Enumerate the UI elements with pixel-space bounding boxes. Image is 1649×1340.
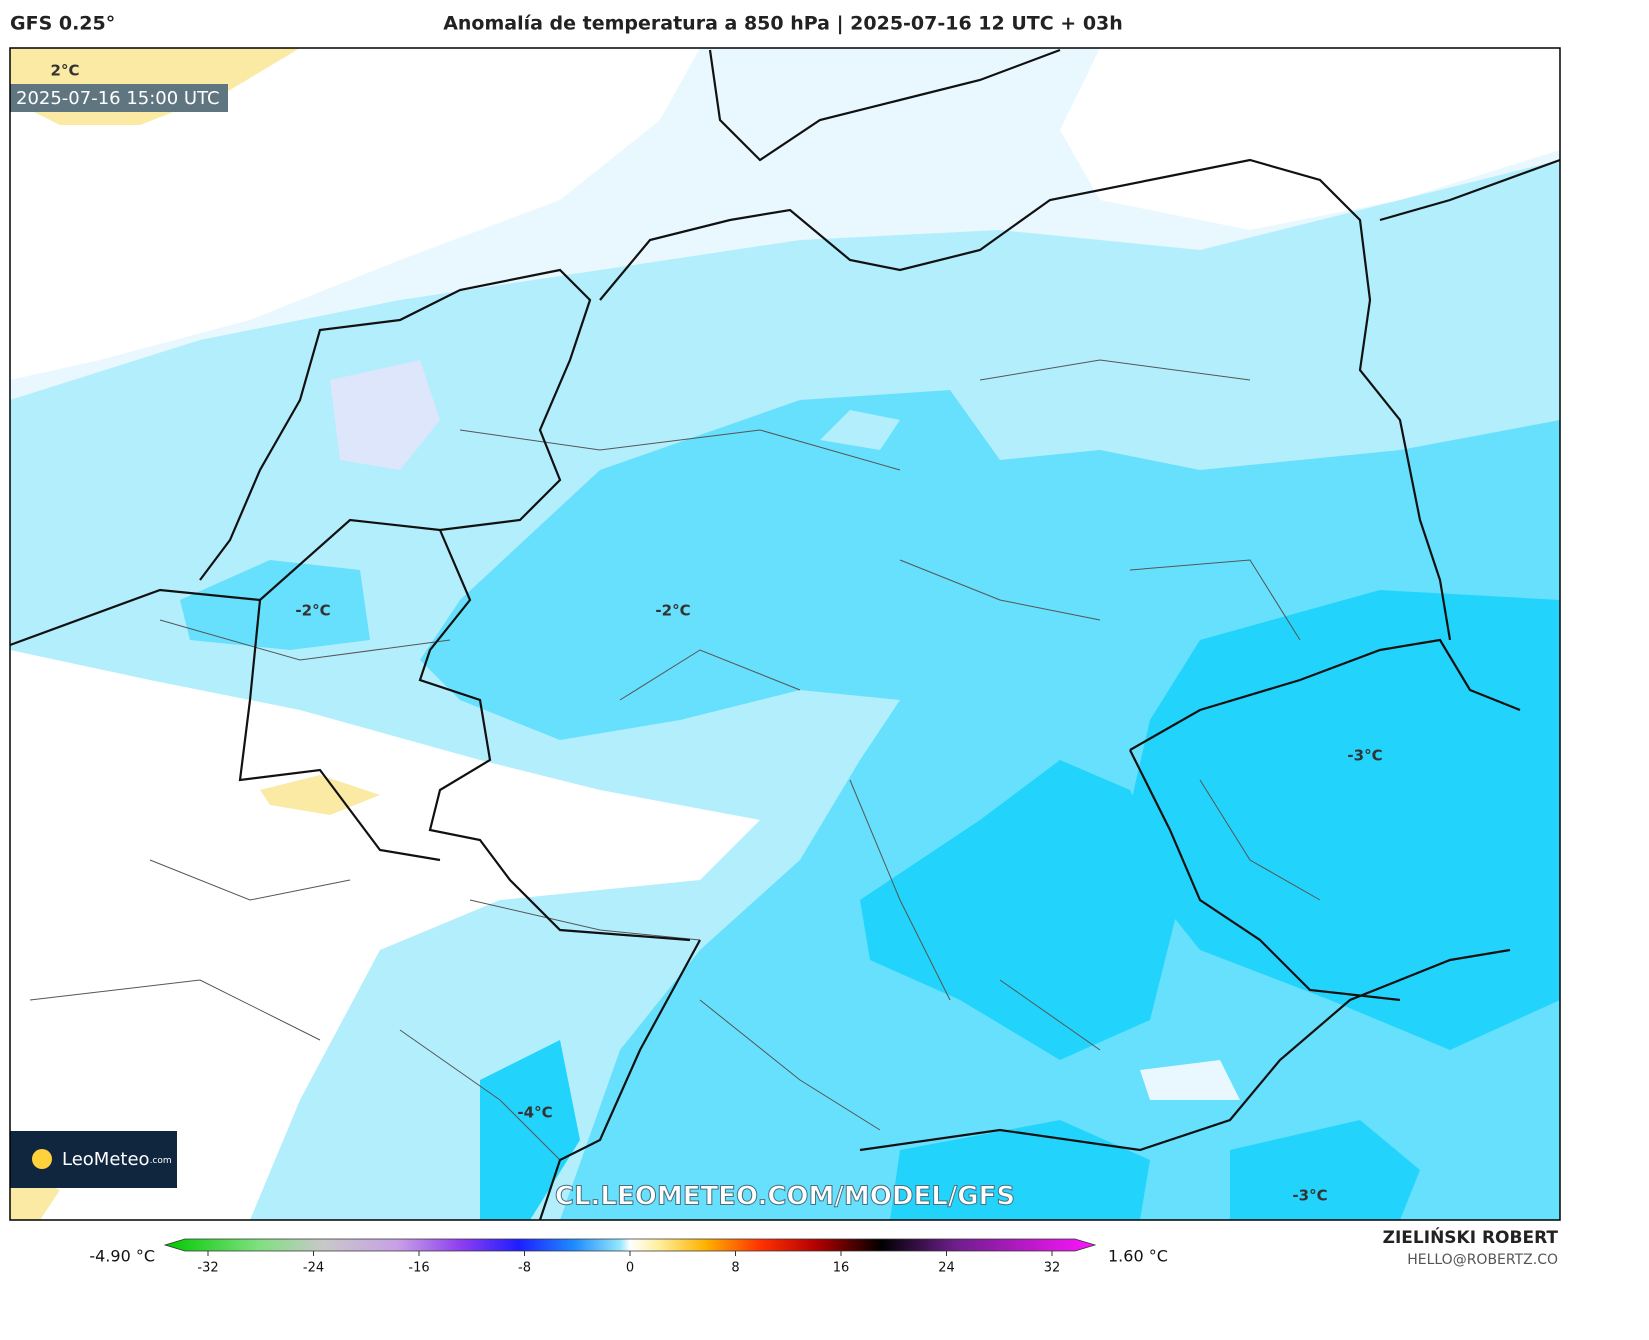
watermark: CL.LEOMETEO.COM/MODEL/GFS xyxy=(555,1182,1015,1212)
field-zone xyxy=(1060,48,1560,230)
colorbar-tick-label: -8 xyxy=(518,1261,531,1276)
field-zone xyxy=(10,48,700,380)
coastline xyxy=(10,268,592,647)
field-zone xyxy=(860,760,1180,1060)
logo-text: LeoMeteo.com xyxy=(62,1149,172,1170)
colorbar-min: -4.90 °C xyxy=(89,1247,155,1266)
model-name: GFS 0.25° xyxy=(10,13,115,35)
colorbar-tick-label: 16 xyxy=(833,1261,850,1276)
country-border xyxy=(538,638,1521,1220)
colorbar-tick-label: -16 xyxy=(408,1261,429,1276)
colorbar-tick-label: 0 xyxy=(626,1261,634,1276)
contour-label: -3°C xyxy=(1292,1187,1327,1205)
field-zone xyxy=(260,775,380,815)
logo-name: LeoMeteo xyxy=(62,1149,150,1170)
colorbar-tick-label: 32 xyxy=(1044,1261,1061,1276)
country-border xyxy=(238,529,691,942)
author: ZIELIŃSKI ROBERT xyxy=(1383,1226,1559,1248)
region-borders xyxy=(29,359,1321,1161)
field-zone xyxy=(1230,1120,1420,1220)
colorbar-tick-label: -24 xyxy=(303,1261,324,1276)
timestamp: 2025-07-16 15:00 UTC xyxy=(16,88,220,109)
map-area: 2°C -2°C -2°C -3°C -4°C -3°C 2025-07-16 … xyxy=(10,48,1560,1220)
field-zone xyxy=(330,360,440,470)
colorbar-ticks: -32 -24 -16 -8 0 8 16 24 32 xyxy=(197,1251,1060,1276)
contour-label: -3°C xyxy=(1347,747,1382,765)
contour-label: 2°C xyxy=(51,62,80,80)
field-zone xyxy=(820,410,900,450)
map-title: Anomalía de temperatura a 850 hPa | 2025… xyxy=(443,13,1123,35)
contour-label: -2°C xyxy=(295,602,330,620)
field-zone xyxy=(420,390,1560,1220)
coastline xyxy=(599,48,1560,641)
field-zone xyxy=(1140,1060,1240,1100)
colorbar-tick-label: 8 xyxy=(731,1261,739,1276)
colorbar-tick-label: -32 xyxy=(197,1261,218,1276)
logo-suffix: .com xyxy=(150,1156,172,1166)
field-zone xyxy=(890,1120,1150,1220)
field-zone xyxy=(1120,590,1560,1050)
colorbar xyxy=(163,1238,1097,1252)
email: HELLO@ROBERTZ.CO xyxy=(1407,1252,1558,1268)
map-frame xyxy=(9,47,1561,1221)
colorbar-tick-label: 24 xyxy=(938,1261,955,1276)
field-zone xyxy=(180,560,370,650)
field-zone xyxy=(10,650,760,1220)
contour-label: -4°C xyxy=(517,1104,552,1122)
logo-sun xyxy=(32,1149,52,1169)
colorbar-max: 1.60 °C xyxy=(1108,1247,1168,1266)
timestamp-box xyxy=(10,84,228,112)
contour-label: -2°C xyxy=(655,602,690,620)
